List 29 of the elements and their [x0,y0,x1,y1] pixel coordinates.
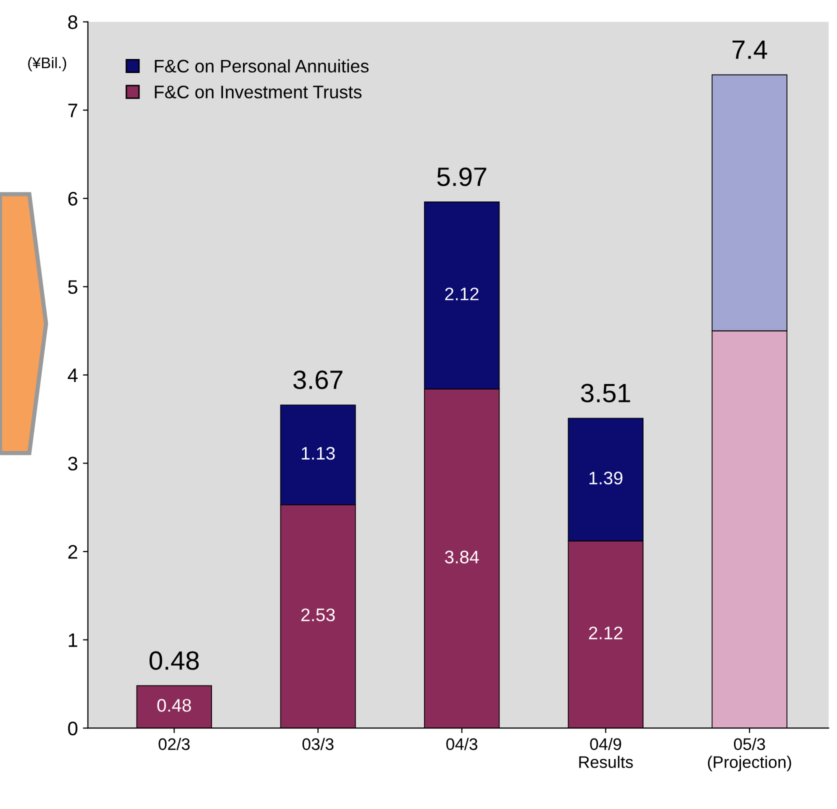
data-label: 0.48 [157,698,191,712]
data-label: 2.53 [301,608,335,622]
data-label: 1.39 [589,472,622,484]
x-tick-label: 04/9 Results [579,738,633,768]
y-axis-title: (¥Bil.) [28,57,66,72]
total-label: 5.97 [437,167,486,186]
total-label: 3.51 [581,384,630,402]
x-tick-label: 02/3 [158,738,190,750]
y-tick-label: 7 [68,104,78,118]
x-tick-label: 05/3 (Projection) [708,738,792,772]
data-label: 2.12 [445,288,479,300]
total-label: 3.67 [293,370,342,390]
x-tick-label: 04/3 [446,738,478,750]
y-tick-label: 0 [68,722,78,736]
data-label: 3.84 [444,550,479,564]
x-tick-label: 03/3 [302,738,334,750]
y-tick-label: 6 [68,192,78,206]
total-label: 0.48 [150,651,199,670]
y-tick-label: 8 [68,15,78,30]
total-label: 7.4 [732,40,768,59]
y-tick-label: 1 [68,633,78,647]
legend-label: F&C on Personal Annuities [154,59,369,73]
y-tick-label: 5 [68,280,78,294]
y-tick-label: 4 [68,368,78,382]
y-tick-label: 2 [68,545,78,559]
data-label: 1.13 [302,446,335,460]
legend-label: F&C on Investment Trusts [154,86,362,98]
data-label: 2.12 [589,626,622,640]
y-tick-label: 3 [68,456,78,470]
